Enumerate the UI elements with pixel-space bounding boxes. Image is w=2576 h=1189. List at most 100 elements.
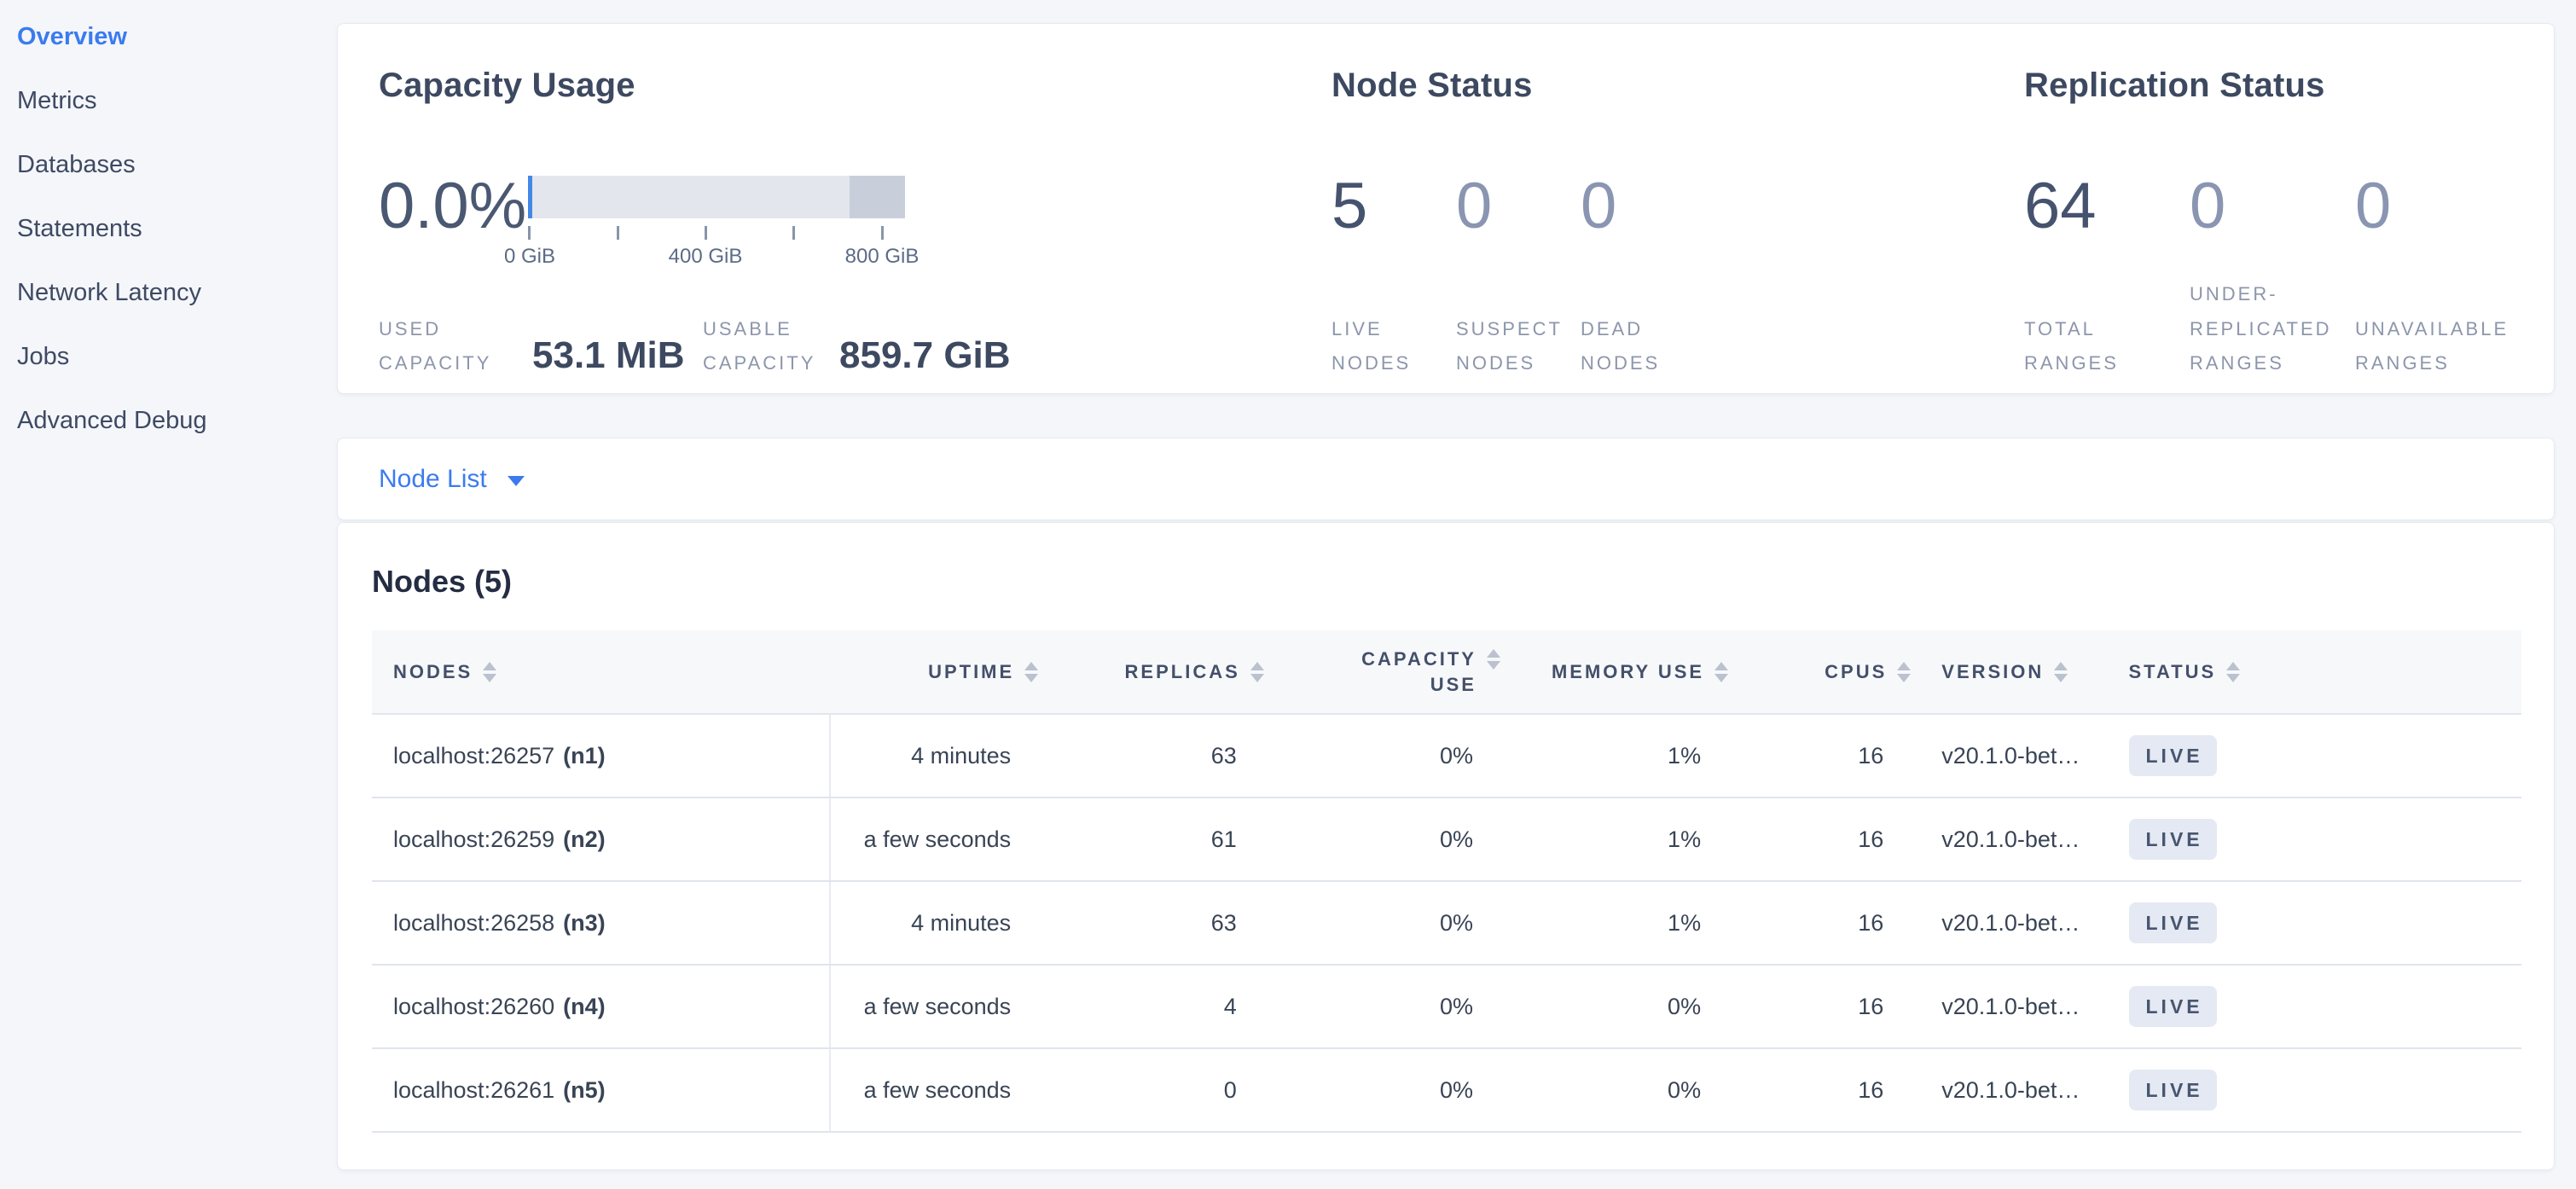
uptime-cell: 4 minutes xyxy=(829,714,1039,798)
column-header[interactable]: VERSION xyxy=(1911,630,2098,715)
filler-cell xyxy=(2284,798,2521,882)
column-header-label: CPUS xyxy=(1825,660,1888,682)
sort-icon[interactable] xyxy=(1486,648,1500,670)
capacity-axis-ticks xyxy=(528,226,905,240)
node-row[interactable]: localhost:26259 (n2) a few seconds 61 0% … xyxy=(372,798,2521,882)
sidebar-nav: Overview Metrics Databases Statements Ne… xyxy=(0,5,333,453)
column-header-label: VERSION xyxy=(1941,660,2045,682)
usable-capacity-label: USABLE CAPACITY xyxy=(703,317,816,374)
sidebar-item[interactable]: Databases xyxy=(0,133,333,197)
sidebar-item-label: Overview xyxy=(17,23,127,50)
version-cell: v20.1.0-bet… xyxy=(1911,798,2098,882)
column-header-label: CAPACITY USE xyxy=(1361,647,1477,695)
stat-value: 0 xyxy=(1456,170,1493,242)
cpus-cell: 16 xyxy=(1728,798,1912,882)
sidebar-item[interactable]: Metrics xyxy=(0,69,333,133)
column-header[interactable]: UPTIME xyxy=(829,630,1039,715)
column-header[interactable]: NODES xyxy=(372,630,830,715)
stat: 0 DEAD NODES xyxy=(1581,174,1705,381)
stat-label: UNAVAILABLE RANGES xyxy=(2355,317,2509,374)
replication-status-title: Replication Status xyxy=(2024,67,2325,104)
node-cell: localhost:26259 (n2) xyxy=(372,798,831,882)
stat-value: 5 xyxy=(1332,170,1368,242)
status-badge: LIVE xyxy=(2128,902,2217,943)
capacity-bar-reserved-segment xyxy=(850,176,905,218)
tick-mark xyxy=(617,226,619,240)
memory-use-cell: 0% xyxy=(1500,965,1729,1049)
replicas-cell: 63 xyxy=(1038,881,1264,966)
column-header-label: UPTIME xyxy=(928,660,1015,682)
memory-use-cell: 1% xyxy=(1500,714,1729,798)
capacity-use-cell: 0% xyxy=(1263,881,1500,966)
sidebar-item[interactable]: Advanced Debug xyxy=(0,389,333,453)
memory-use-cell: 1% xyxy=(1500,798,1729,882)
sidebar-item-label: Advanced Debug xyxy=(17,407,207,434)
stat-label: UNDER-REPLICATED RANGES xyxy=(2190,282,2332,374)
cpus-cell: 16 xyxy=(1728,714,1912,798)
column-header-label: REPLICAS xyxy=(1124,660,1240,682)
node-address: localhost:26261 xyxy=(393,1076,555,1103)
sidebar-item[interactable]: Statements xyxy=(0,197,333,261)
column-header[interactable]: STATUS xyxy=(2097,630,2285,715)
filler-cell xyxy=(2284,714,2521,798)
sort-icon[interactable] xyxy=(2226,661,2241,682)
sort-icon[interactable] xyxy=(1250,661,1264,682)
node-row[interactable]: localhost:26260 (n4) a few seconds 4 0% 0… xyxy=(372,965,2521,1049)
node-row[interactable]: localhost:26257 (n1) 4 minutes 63 0% 1% 1… xyxy=(372,714,2521,798)
node-address: localhost:26257 xyxy=(393,742,555,768)
capacity-axis-labels: 0 GiB 400 GiB 800 GiB xyxy=(504,245,919,270)
stat: 64 TOTAL RANGES xyxy=(2024,174,2190,381)
capacity-use-cell: 0% xyxy=(1263,965,1500,1049)
filler-cell xyxy=(2284,881,2521,966)
stat-label: LIVE NODES xyxy=(1332,317,1412,374)
stat-label: TOTAL RANGES xyxy=(2024,317,2119,374)
node-cell: localhost:26260 (n4) xyxy=(372,965,831,1049)
sort-icon[interactable] xyxy=(1897,661,1912,682)
column-header[interactable]: MEMORY USE xyxy=(1500,630,1729,715)
node-cell: localhost:26261 (n5) xyxy=(372,1048,831,1133)
capacity-usage-title: Capacity Usage xyxy=(379,67,635,104)
status-badge: LIVE xyxy=(2128,819,2217,860)
sort-icon[interactable] xyxy=(483,661,497,682)
tick-mark xyxy=(528,226,531,240)
node-list-dropdown[interactable]: Node List xyxy=(338,438,525,519)
sidebar-item[interactable]: Network Latency xyxy=(0,261,333,325)
nodes-table-title: Nodes (5) xyxy=(372,564,513,599)
node-list-card: Node List xyxy=(337,438,2555,520)
node-row[interactable]: localhost:26261 (n5) a few seconds 0 0% 0… xyxy=(372,1048,2521,1133)
replicas-cell: 0 xyxy=(1038,1048,1264,1133)
sidebar-item[interactable]: Overview xyxy=(0,5,333,69)
status-cell: LIVE xyxy=(2097,798,2285,882)
replicas-cell: 61 xyxy=(1038,798,1264,882)
column-header[interactable]: REPLICAS xyxy=(1038,630,1264,715)
used-capacity-value: 53.1 MiB xyxy=(532,334,685,376)
sidebar-item-label: Metrics xyxy=(17,87,97,114)
replicas-cell: 63 xyxy=(1038,714,1264,798)
filler-cell xyxy=(2284,1048,2521,1133)
sidebar-item[interactable]: Jobs xyxy=(0,325,333,389)
stat-value: 0 xyxy=(1581,170,1617,242)
usable-capacity-value: 859.7 GiB xyxy=(839,334,1011,376)
column-header[interactable]: CAPACITY USE xyxy=(1263,630,1500,715)
cluster-summary-card: Capacity Usage 0.0% 0 GiB 400 GiB 8 xyxy=(337,23,2555,394)
stat: 5 LIVE NODES xyxy=(1332,174,1456,381)
version-cell: v20.1.0-bet… xyxy=(1911,881,2098,966)
sidebar-item-label: Statements xyxy=(17,215,142,242)
table-header-row: NODES UPTIME xyxy=(372,630,2521,715)
cpus-cell: 16 xyxy=(1728,965,1912,1049)
used-capacity-label: USED CAPACITY xyxy=(379,317,492,374)
uptime-cell: 4 minutes xyxy=(829,881,1039,966)
sidebar-item-label: Network Latency xyxy=(17,279,201,306)
sort-icon[interactable] xyxy=(1024,661,1039,682)
tick-mark xyxy=(792,226,795,240)
column-header[interactable]: CPUS xyxy=(1728,630,1912,715)
sort-icon[interactable] xyxy=(1714,661,1729,682)
sort-icon[interactable] xyxy=(2054,661,2068,682)
node-row[interactable]: localhost:26258 (n3) 4 minutes 63 0% 1% 1… xyxy=(372,881,2521,966)
replication-status-stats: 64 TOTAL RANGES 0 UNDER-REPLICATED RANGE… xyxy=(2024,174,2521,381)
stat-value: 0 xyxy=(2355,170,2392,242)
cpus-cell: 16 xyxy=(1728,881,1912,966)
filler-cell xyxy=(2284,965,2521,1049)
capacity-usage-section: Capacity Usage 0.0% 0 GiB 400 GiB 8 xyxy=(379,24,1308,393)
memory-use-cell: 0% xyxy=(1500,1048,1729,1133)
